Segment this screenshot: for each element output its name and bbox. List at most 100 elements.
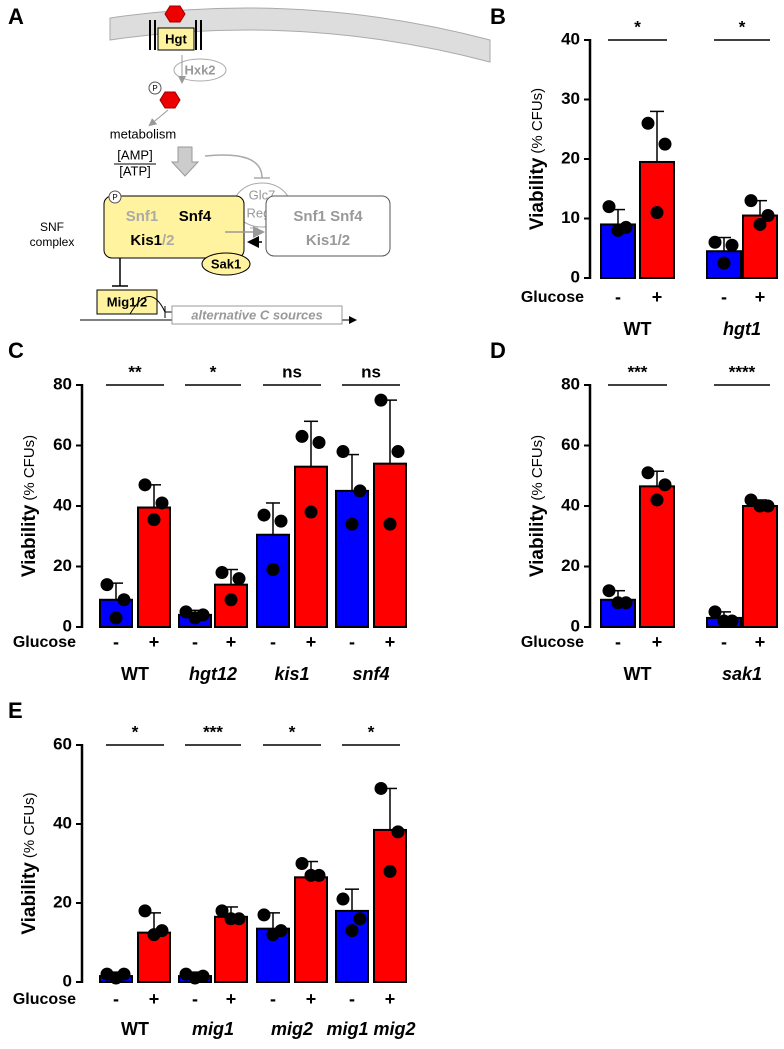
atp-label: [ATP] xyxy=(119,163,151,178)
row-label: Glucose xyxy=(13,991,76,1008)
x-tick-label: - xyxy=(113,989,119,1009)
y-tick-label: 80 xyxy=(561,374,580,393)
transmembrane xyxy=(149,20,202,50)
hgt-label: Hgt xyxy=(165,31,187,46)
group-label: mig1 mig2 xyxy=(326,1019,415,1039)
y-tick-label: 20 xyxy=(53,556,72,575)
x-tick-label: - xyxy=(270,989,276,1009)
data-point xyxy=(138,478,152,492)
y-axis-unit: (% CFUs) xyxy=(529,435,546,501)
panel-label: C xyxy=(8,338,24,363)
arrow xyxy=(148,109,169,127)
significance-label: * xyxy=(739,17,746,36)
metabolism-label: metabolism xyxy=(110,126,176,141)
inhibition xyxy=(204,154,263,179)
y-axis-title: Viability xyxy=(527,504,548,577)
x-tick-label: - xyxy=(349,632,355,652)
data-point xyxy=(374,781,388,795)
data-point xyxy=(312,435,326,449)
group-label: WT xyxy=(121,664,149,684)
phospho-label: P xyxy=(152,84,157,93)
group-label: WT xyxy=(624,664,652,684)
y-tick-label: 60 xyxy=(561,435,580,454)
y-axis-unit: (% CFUs) xyxy=(529,88,546,154)
x-tick-label: - xyxy=(270,632,276,652)
data-point xyxy=(109,971,123,985)
data-point xyxy=(147,928,161,942)
y-tick-label: 40 xyxy=(561,495,580,514)
y-tick-label: 40 xyxy=(53,495,72,514)
y-axis-title: Viability xyxy=(19,862,40,935)
data-point xyxy=(717,256,731,270)
y-axis-label: Viability (% CFUs) xyxy=(19,435,40,577)
snf-label: complex xyxy=(30,235,75,249)
x-tick-label: + xyxy=(306,989,317,1009)
bar xyxy=(742,505,778,628)
data-point xyxy=(304,505,318,519)
significance-label: **** xyxy=(729,362,756,381)
panel-label: D xyxy=(490,338,506,363)
y-tick-label: 30 xyxy=(561,89,580,108)
y-tick-label: 20 xyxy=(561,556,580,575)
x-tick-label: - xyxy=(192,989,198,1009)
x-tick-label: + xyxy=(755,287,766,307)
gene-label: alternative C sources xyxy=(191,307,323,322)
data-point xyxy=(708,235,722,249)
significance-label: * xyxy=(634,17,641,36)
data-point xyxy=(717,614,731,628)
x-tick-label: + xyxy=(385,632,396,652)
significance-label: *** xyxy=(628,362,648,381)
inactive-bottom: Kis1/2 xyxy=(306,232,350,249)
data-point xyxy=(304,868,318,882)
data-point xyxy=(117,593,131,607)
data-point xyxy=(658,137,672,151)
data-point xyxy=(336,892,350,906)
glucose-p-icon xyxy=(159,91,181,109)
data-point xyxy=(650,206,664,220)
significance-label: * xyxy=(289,722,296,741)
y-axis-unit: (% CFUs) xyxy=(21,435,38,501)
significance-label: * xyxy=(132,722,139,741)
x-tick-label: - xyxy=(721,632,727,652)
bar xyxy=(294,876,328,984)
inactive-complex xyxy=(265,195,391,257)
data-point xyxy=(353,484,367,498)
y-axis-title: Viability xyxy=(19,504,40,577)
significance-label: * xyxy=(368,722,375,741)
x-tick-label: + xyxy=(306,632,317,652)
data-point xyxy=(266,563,280,577)
data-point xyxy=(215,904,229,918)
data-point xyxy=(188,611,202,625)
y-tick-label: 0 xyxy=(63,616,72,635)
y-axis-label: Viability (% CFUs) xyxy=(527,435,548,577)
kis1-label: Kis1 xyxy=(130,232,162,249)
data-point xyxy=(658,478,672,492)
x-tick-label: + xyxy=(755,632,766,652)
group-label: snf4 xyxy=(352,664,389,684)
y-tick-label: 0 xyxy=(571,267,580,286)
data-point xyxy=(391,825,405,839)
y-tick-label: 0 xyxy=(63,971,72,990)
group-label: hgt1 xyxy=(723,319,761,339)
bar xyxy=(137,506,171,629)
row-label: Glucose xyxy=(521,634,584,651)
phospho xyxy=(148,81,162,95)
sak1-ellipse xyxy=(201,252,251,276)
significance-label: ** xyxy=(128,362,142,381)
mig-box xyxy=(96,289,158,315)
x-tick-label: + xyxy=(226,989,237,1009)
data-point xyxy=(232,572,246,586)
data-point xyxy=(336,445,350,459)
y-tick-label: 20 xyxy=(561,148,580,167)
y-tick-label: 60 xyxy=(53,734,72,753)
decrease-arrow xyxy=(170,146,200,177)
panel-label: B xyxy=(490,4,506,29)
data-point xyxy=(602,200,616,214)
diagram: A Hgt Hxk2 P metabolism [AMP] [ATP] Glc7… xyxy=(8,4,491,325)
row-label: Glucose xyxy=(13,634,76,651)
group-label: WT xyxy=(121,1019,149,1039)
y-axis-title: Viability xyxy=(527,157,548,230)
x-tick-label: + xyxy=(149,632,160,652)
group-label: WT xyxy=(624,319,652,339)
